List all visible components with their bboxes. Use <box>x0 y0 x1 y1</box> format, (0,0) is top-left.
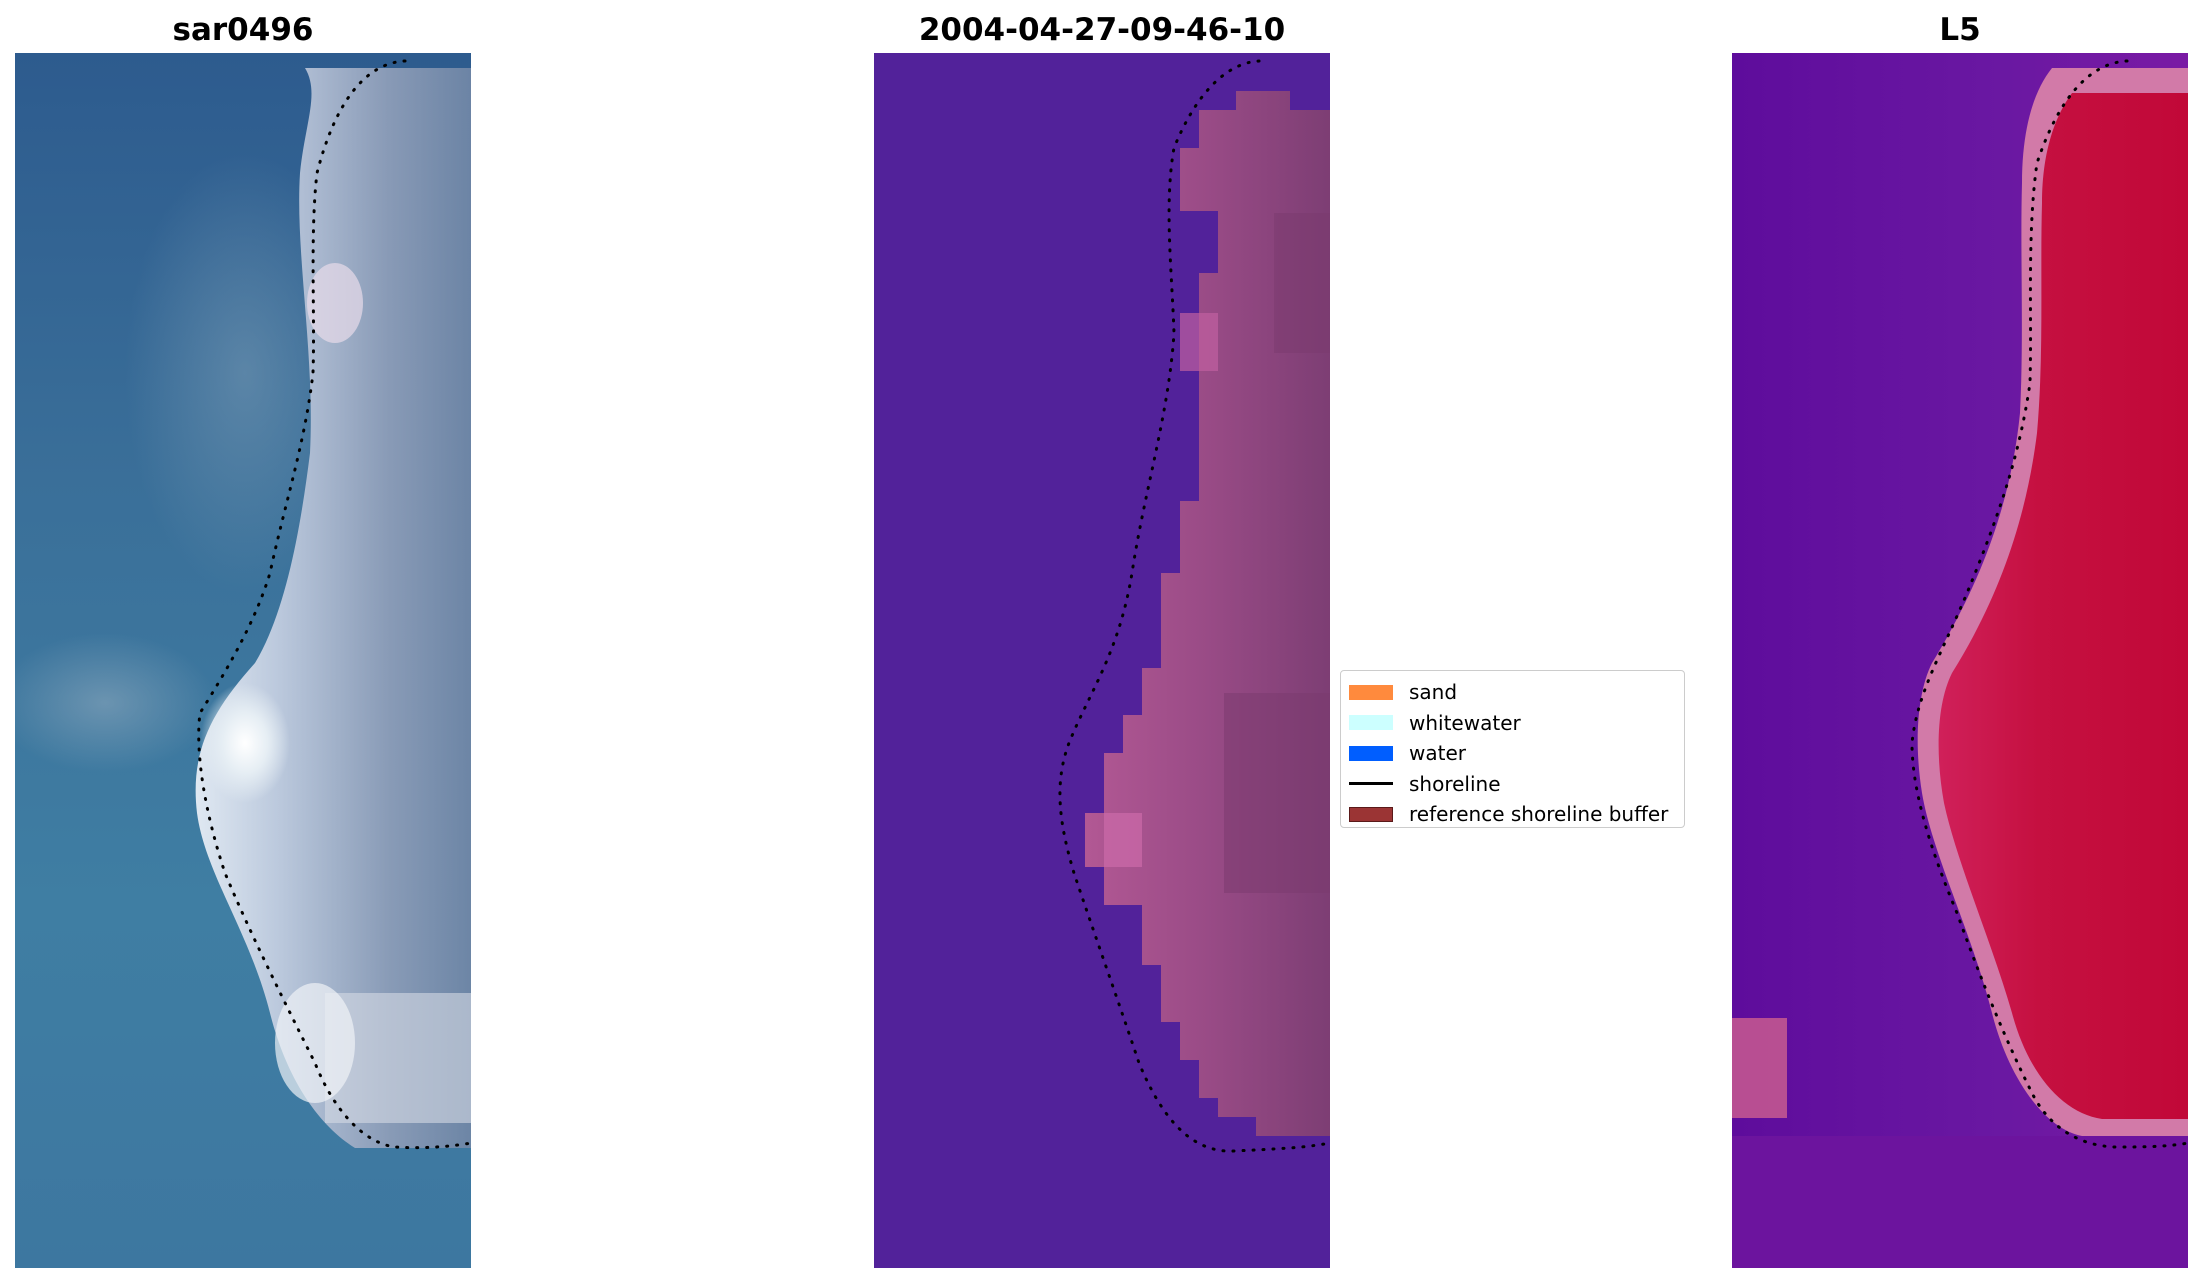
panel-title-l5: L5 <box>1939 12 1981 48</box>
legend-line-shoreline <box>1349 782 1393 786</box>
panel-title-classification: 2004-04-27-09-46-10 <box>918 12 1286 48</box>
legend-label-sand: sand <box>1409 680 1458 705</box>
legend-item-water: water <box>1349 738 1676 769</box>
legend-swatch-reference-buffer <box>1349 806 1393 822</box>
l5-image-panel <box>1732 53 2188 1268</box>
legend-item-reference-buffer: reference shoreline buffer <box>1349 799 1676 830</box>
legend-label-shoreline: shoreline <box>1409 771 1501 796</box>
legend-label-reference-buffer: reference shoreline buffer <box>1409 802 1669 827</box>
legend-label-water: water <box>1409 741 1466 766</box>
legend: sand whitewater water shoreline referenc… <box>1340 670 1685 828</box>
rgb-image <box>15 53 471 1268</box>
legend-label-whitewater: whitewater <box>1409 710 1521 735</box>
panel-title-rgb: sar0496 <box>172 12 314 48</box>
classification-panel <box>874 53 1330 1268</box>
shoreline-l5 <box>1910 59 2188 1149</box>
l5-image <box>1732 53 2188 1268</box>
legend-swatch-sand <box>1349 684 1393 700</box>
classification-image <box>874 53 1330 1268</box>
legend-swatch-whitewater <box>1349 715 1393 731</box>
rgb-image-panel <box>15 53 471 1268</box>
legend-item-shoreline: shoreline <box>1349 769 1676 800</box>
legend-item-sand: sand <box>1349 677 1676 708</box>
legend-item-whitewater: whitewater <box>1349 708 1676 739</box>
legend-swatch-water <box>1349 745 1393 761</box>
